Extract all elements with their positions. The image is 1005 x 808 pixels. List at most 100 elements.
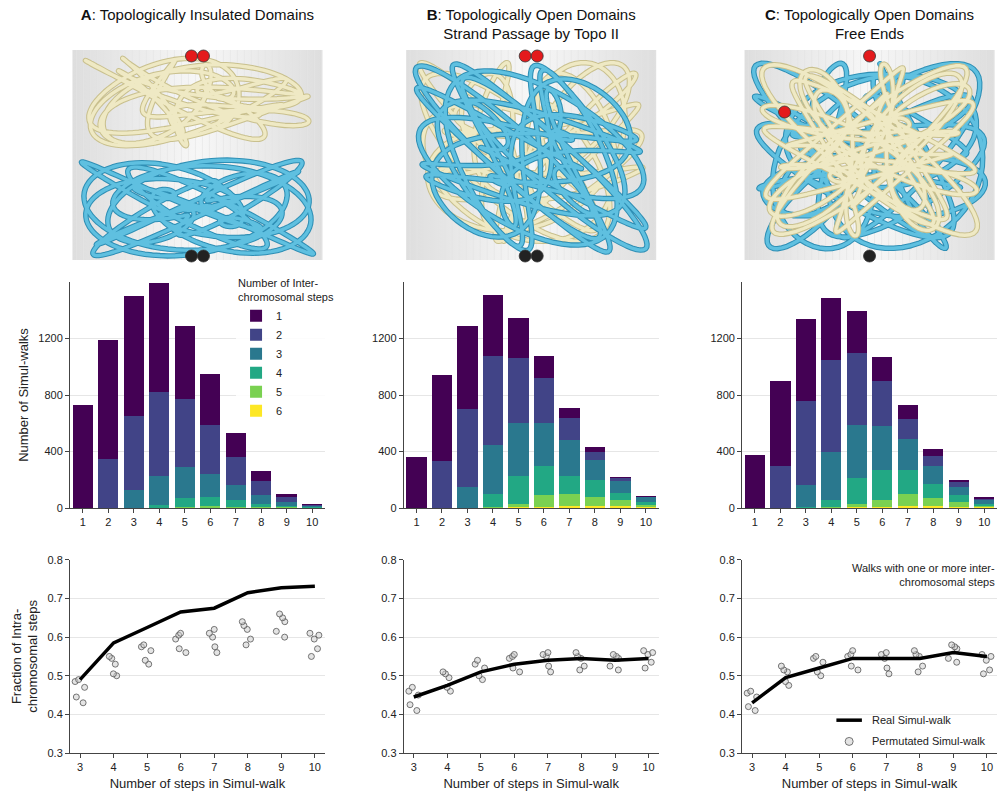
svg-text:1: 1 bbox=[80, 516, 86, 528]
svg-text:0: 0 bbox=[390, 502, 396, 514]
svg-text:3: 3 bbox=[411, 761, 417, 773]
svg-text:3: 3 bbox=[749, 761, 755, 773]
svg-text:0.7: 0.7 bbox=[48, 592, 63, 604]
svg-text:400: 400 bbox=[717, 445, 735, 457]
svg-text:B: Topologically Open Domains: B: Topologically Open Domains bbox=[427, 6, 636, 23]
svg-text:5: 5 bbox=[276, 386, 282, 398]
svg-text:6: 6 bbox=[511, 761, 517, 773]
svg-text:4: 4 bbox=[156, 516, 162, 528]
svg-text:0.6: 0.6 bbox=[381, 631, 396, 643]
svg-text:A: Topologically Insulated Dom: A: Topologically Insulated Domains bbox=[81, 6, 314, 23]
svg-text:3: 3 bbox=[276, 348, 282, 360]
svg-text:7: 7 bbox=[233, 516, 239, 528]
svg-text:9: 9 bbox=[950, 761, 956, 773]
svg-text:7: 7 bbox=[883, 761, 889, 773]
svg-text:2: 2 bbox=[276, 329, 282, 341]
svg-text:5: 5 bbox=[854, 516, 860, 528]
svg-text:10: 10 bbox=[309, 761, 321, 773]
svg-text:1200: 1200 bbox=[710, 332, 734, 344]
svg-text:9: 9 bbox=[617, 516, 623, 528]
svg-text:9: 9 bbox=[612, 761, 618, 773]
svg-text:3: 3 bbox=[803, 516, 809, 528]
svg-text:1: 1 bbox=[276, 310, 282, 322]
svg-text:3: 3 bbox=[464, 516, 470, 528]
svg-text:8: 8 bbox=[930, 516, 936, 528]
svg-text:0.8: 0.8 bbox=[381, 554, 396, 566]
svg-text:0.7: 0.7 bbox=[720, 592, 735, 604]
svg-text:Permutated Simul-walk: Permutated Simul-walk bbox=[872, 735, 986, 747]
svg-text:5: 5 bbox=[478, 761, 484, 773]
svg-text:800: 800 bbox=[378, 389, 396, 401]
svg-text:7: 7 bbox=[905, 516, 911, 528]
svg-text:Number of Inter-chromosomal st: Number of Inter-chromosomal steps bbox=[238, 277, 334, 303]
svg-text:0.3: 0.3 bbox=[381, 747, 396, 759]
svg-text:Fraction of Intra-chromosomal: Fraction of Intra-chromosomal steps bbox=[9, 600, 41, 713]
svg-text:9: 9 bbox=[956, 516, 962, 528]
svg-text:10: 10 bbox=[306, 516, 318, 528]
svg-text:0.4: 0.4 bbox=[720, 708, 735, 720]
svg-text:4: 4 bbox=[111, 761, 117, 773]
svg-text:6: 6 bbox=[850, 761, 856, 773]
svg-text:0.5: 0.5 bbox=[381, 670, 396, 682]
svg-text:400: 400 bbox=[378, 445, 396, 457]
svg-text:8: 8 bbox=[592, 516, 598, 528]
svg-text:Walks with one or more inter-c: Walks with one or more inter-chromosomal… bbox=[852, 562, 995, 588]
svg-text:Number of steps in Simul-walk: Number of steps in Simul-walk bbox=[782, 776, 958, 791]
svg-text:6: 6 bbox=[276, 405, 282, 417]
svg-text:0.8: 0.8 bbox=[720, 554, 735, 566]
svg-text:10: 10 bbox=[642, 761, 654, 773]
svg-text:8: 8 bbox=[245, 761, 251, 773]
svg-text:5: 5 bbox=[515, 516, 521, 528]
svg-text:Strand Passage by Topo II: Strand Passage by Topo II bbox=[443, 25, 619, 42]
svg-text:3: 3 bbox=[77, 761, 83, 773]
svg-text:10: 10 bbox=[640, 516, 652, 528]
svg-text:9: 9 bbox=[284, 516, 290, 528]
svg-text:2: 2 bbox=[439, 516, 445, 528]
svg-text:Number of Simul-walks: Number of Simul-walks bbox=[16, 328, 31, 462]
svg-text:4: 4 bbox=[490, 516, 496, 528]
svg-text:1200: 1200 bbox=[38, 332, 62, 344]
svg-text:0: 0 bbox=[729, 502, 735, 514]
svg-text:0.3: 0.3 bbox=[720, 747, 735, 759]
svg-text:5: 5 bbox=[816, 761, 822, 773]
svg-text:4: 4 bbox=[276, 367, 282, 379]
svg-text:0.4: 0.4 bbox=[48, 708, 63, 720]
svg-text:0.6: 0.6 bbox=[720, 631, 735, 643]
svg-text:0.3: 0.3 bbox=[48, 747, 63, 759]
svg-text:0.6: 0.6 bbox=[48, 631, 63, 643]
svg-text:Number of steps in Simul-walk: Number of steps in Simul-walk bbox=[443, 776, 619, 791]
svg-text:0.7: 0.7 bbox=[381, 592, 396, 604]
svg-text:1: 1 bbox=[413, 516, 419, 528]
svg-text:10: 10 bbox=[981, 761, 993, 773]
svg-text:8: 8 bbox=[258, 516, 264, 528]
svg-text:7: 7 bbox=[545, 761, 551, 773]
svg-text:6: 6 bbox=[541, 516, 547, 528]
svg-text:800: 800 bbox=[717, 389, 735, 401]
svg-text:0.4: 0.4 bbox=[381, 708, 396, 720]
svg-text:Real Simul-walk: Real Simul-walk bbox=[872, 714, 951, 726]
svg-text:0.5: 0.5 bbox=[48, 670, 63, 682]
svg-text:0.8: 0.8 bbox=[48, 554, 63, 566]
svg-text:Number of steps in Simul-walk: Number of steps in Simul-walk bbox=[110, 776, 286, 791]
svg-text:1200: 1200 bbox=[372, 332, 396, 344]
svg-text:8: 8 bbox=[917, 761, 923, 773]
svg-text:400: 400 bbox=[44, 445, 62, 457]
svg-text:4: 4 bbox=[444, 761, 450, 773]
svg-text:0: 0 bbox=[57, 502, 63, 514]
svg-text:2: 2 bbox=[777, 516, 783, 528]
svg-text:4: 4 bbox=[828, 516, 834, 528]
svg-text:1: 1 bbox=[752, 516, 758, 528]
svg-text:2: 2 bbox=[105, 516, 111, 528]
svg-text:7: 7 bbox=[211, 761, 217, 773]
svg-text:800: 800 bbox=[44, 389, 62, 401]
svg-text:6: 6 bbox=[207, 516, 213, 528]
svg-text:7: 7 bbox=[566, 516, 572, 528]
svg-text:0.5: 0.5 bbox=[720, 670, 735, 682]
svg-text:9: 9 bbox=[278, 761, 284, 773]
svg-text:3: 3 bbox=[131, 516, 137, 528]
svg-text:5: 5 bbox=[144, 761, 150, 773]
svg-text:6: 6 bbox=[879, 516, 885, 528]
svg-text:Free Ends: Free Ends bbox=[835, 25, 904, 42]
svg-text:8: 8 bbox=[578, 761, 584, 773]
svg-text:6: 6 bbox=[178, 761, 184, 773]
